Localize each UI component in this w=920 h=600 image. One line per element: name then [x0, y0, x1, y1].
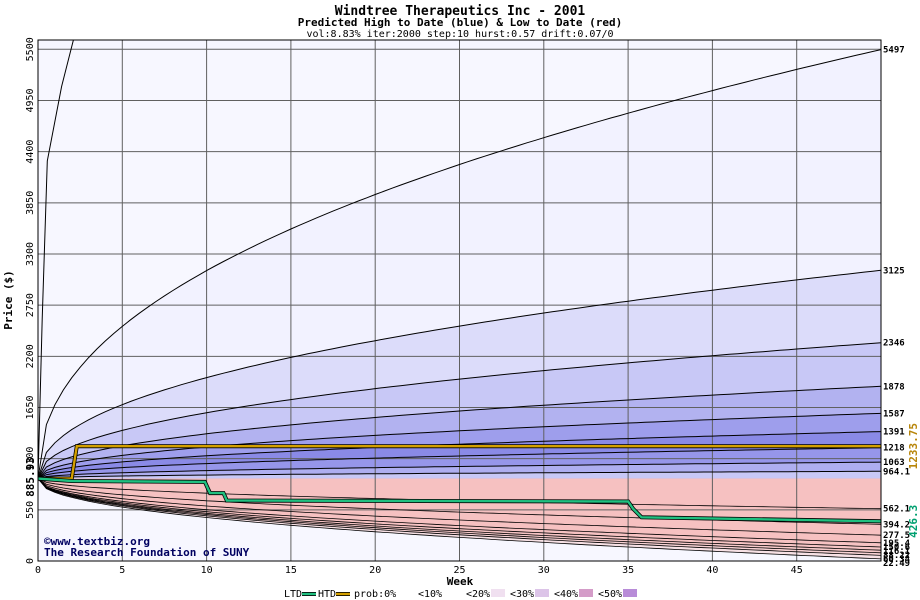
high-percentile-line-1218 — [37, 447, 882, 480]
percentile-label-116.1: 116.1 — [883, 547, 910, 557]
low-percentile-line-88.22 — [37, 478, 882, 554]
percentile-label-277.5: 277.5 — [883, 531, 910, 541]
percentile-label-3125: 3125 — [883, 266, 905, 276]
percentile-label-964.1: 964.1 — [883, 467, 910, 477]
chart-title: Windtree Therapeutics Inc - 2001 — [335, 4, 586, 19]
x-tick-label: 30 — [538, 565, 550, 576]
y-tick-label: 4950 — [25, 88, 36, 112]
low-percentile-line-277.5 — [37, 478, 882, 536]
legend-label-<20%: <20% — [466, 589, 490, 600]
plot-frame — [37, 39, 882, 562]
credit-line-2: The Research Foundation of SUNY — [44, 546, 250, 559]
x-tick-label: 45 — [791, 565, 803, 576]
x-tick-label: 35 — [622, 565, 634, 576]
high-extreme-line — [37, 39, 74, 479]
legend-label-<10%: <10% — [418, 589, 442, 600]
percentile-label-60.34: 60.34 — [883, 555, 911, 565]
low-percentile-line-150.6 — [37, 478, 882, 548]
percentile-label-22.49: 22.49 — [883, 559, 910, 569]
high-percentile-line-3125 — [37, 269, 882, 479]
low-percentile-line-116.1 — [37, 478, 882, 551]
high-percentile-line-1063 — [37, 461, 882, 480]
percentile-label-1063: 1063 — [883, 458, 905, 468]
percentile-label-1587: 1587 — [883, 409, 905, 419]
legend-swatch-<40% — [579, 589, 593, 597]
percentile-label-88.22: 88.22 — [883, 551, 910, 561]
y-tick-label: 2200 — [25, 344, 36, 368]
y-tick-label: 0 — [25, 558, 36, 564]
high-percentile-line-1587 — [37, 412, 882, 480]
legend-swatch-prob:0% — [397, 589, 411, 597]
chart-subtitle: Predicted High to Date (blue) & Low to D… — [298, 16, 623, 29]
y-tick-label: 3850 — [25, 191, 36, 215]
start-price-label: 885.93 — [24, 457, 37, 497]
high-percentile-line-5497 — [37, 49, 882, 479]
legend-swatch-<10% — [443, 589, 457, 597]
legend-swatch-<50% — [623, 589, 637, 597]
y-tick-label: 3300 — [25, 242, 36, 266]
x-tick-label: 20 — [369, 565, 381, 576]
percentile-label-394.2: 394.2 — [883, 520, 910, 530]
legend-label-<30%: <30% — [510, 589, 534, 600]
x-tick-label: 5 — [119, 565, 125, 576]
percentile-label-562.1: 562.1 — [883, 505, 910, 515]
high-percentile-line-2346 — [37, 342, 882, 479]
low-percentile-line-60.34 — [37, 478, 882, 556]
x-tick-label: 25 — [453, 565, 465, 576]
percentile-label-1391: 1391 — [883, 428, 905, 438]
low-percentile-line-22.49 — [37, 478, 882, 560]
high-percentile-line-1878 — [37, 385, 882, 481]
percentile-label-1878: 1878 — [883, 382, 905, 392]
x-tick-label: 10 — [201, 565, 213, 576]
low-percentile-line-195.4 — [37, 478, 882, 544]
y-tick-label: 1100 — [25, 447, 36, 471]
y-axis-label: Price ($) — [2, 270, 15, 330]
x-axis-label: Week — [447, 575, 474, 588]
final-value-label-1233.75: 1233.75 — [907, 423, 920, 469]
percentile-label-5497: 5497 — [883, 46, 905, 56]
series-line-LTD — [37, 477, 882, 523]
y-tick-label: 4400 — [25, 140, 36, 164]
x-tick-label: 0 — [35, 565, 41, 576]
y-tick-label: 1650 — [25, 395, 36, 419]
credit-line-1: ©www.textbiz.org — [44, 535, 150, 548]
x-tick-label: 40 — [706, 565, 718, 576]
percentile-label-150.6: 150.6 — [883, 543, 910, 553]
y-tick-label: 5500 — [25, 37, 36, 61]
y-tick-label: 2750 — [25, 293, 36, 317]
plot-area: 0 5 10 15 20 25 30 35 40 45 0 550 1100 1650 2200 2750 33… — [25, 37, 920, 576]
y-tick-label: 550 — [25, 501, 36, 519]
legend-label-<40%: <40% — [554, 589, 578, 600]
legend-label-HTD: HTD — [318, 589, 336, 600]
final-value-label-426.3: 426.3 — [907, 505, 920, 538]
legend-swatch-<30% — [535, 589, 549, 597]
legend-label-<50%: <50% — [598, 589, 622, 600]
legend-label-LTD: LTD — [284, 589, 302, 600]
high-percentile-line-964.1 — [37, 470, 881, 480]
x-tick-label: 15 — [285, 565, 297, 576]
percentile-label-195.4: 195.4 — [883, 539, 911, 549]
legend: LTD HTD prob:0% <10% <20% <30% <40% <50% — [284, 589, 637, 600]
percentile-label-1218: 1218 — [883, 444, 905, 454]
percentile-label-2346: 2346 — [883, 339, 905, 349]
legend-label-prob:0%: prob:0% — [354, 589, 396, 600]
chart-params: vol:8.83% iter:2000 step:10 hurst:0.57 d… — [306, 29, 613, 40]
legend-swatch-<20% — [491, 589, 505, 597]
